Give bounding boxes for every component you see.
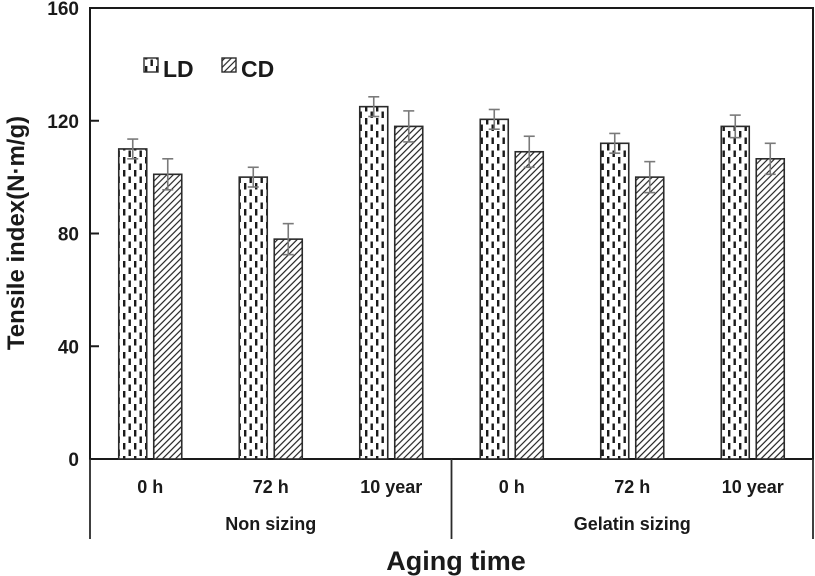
legend-label-cd: CD (241, 56, 274, 82)
y-axis-ticks: 0 40 80 120 160 (47, 0, 99, 471)
bar-cd-2 (393, 125, 424, 460)
y-tick-label: 120 (47, 112, 79, 133)
chart-legend: LD CD (143, 56, 274, 82)
x-category-label: 72 h (614, 477, 650, 497)
y-tick-label: 80 (58, 225, 79, 246)
bar-ld-0 (117, 148, 148, 460)
bar-cd-3 (514, 150, 545, 460)
legend-swatch-cd-icon (221, 57, 237, 73)
y-tick-label: 40 (58, 337, 79, 358)
bar-cd-5 (755, 158, 786, 460)
x-category-label: 72 h (253, 477, 289, 497)
bar-cd-4 (634, 176, 665, 460)
x-axis-title: Aging time (386, 546, 526, 576)
legend-swatch-ld-icon (143, 57, 159, 73)
bar-cd-0 (152, 173, 183, 460)
x-category-label: 10 year (722, 477, 784, 497)
bar-ld-1 (238, 176, 269, 460)
legend-label-ld: LD (163, 56, 194, 82)
section-label: Gelatin sizing (574, 514, 691, 534)
x-axis-category-band: 0 h 72 h 10 year 0 h 72 h 10 year Non sizing Ge… (89, 459, 814, 539)
bars-layer (117, 95, 786, 460)
plot-frame (89, 7, 814, 460)
x-category-label: 0 h (499, 477, 525, 497)
section-label: Non sizing (225, 514, 316, 534)
y-tick-label: 160 (47, 0, 79, 20)
y-axis-title: Tensile index(N·m/g) (3, 116, 30, 350)
bar-ld-2 (358, 105, 389, 460)
x-category-label: 0 h (137, 477, 163, 497)
bar-ld-4 (599, 142, 630, 460)
bar-ld-3 (479, 118, 510, 460)
bar-cd-1 (273, 238, 304, 460)
y-tick-label: 0 (68, 450, 79, 471)
x-category-label: 10 year (360, 477, 422, 497)
bar-ld-5 (720, 125, 751, 460)
